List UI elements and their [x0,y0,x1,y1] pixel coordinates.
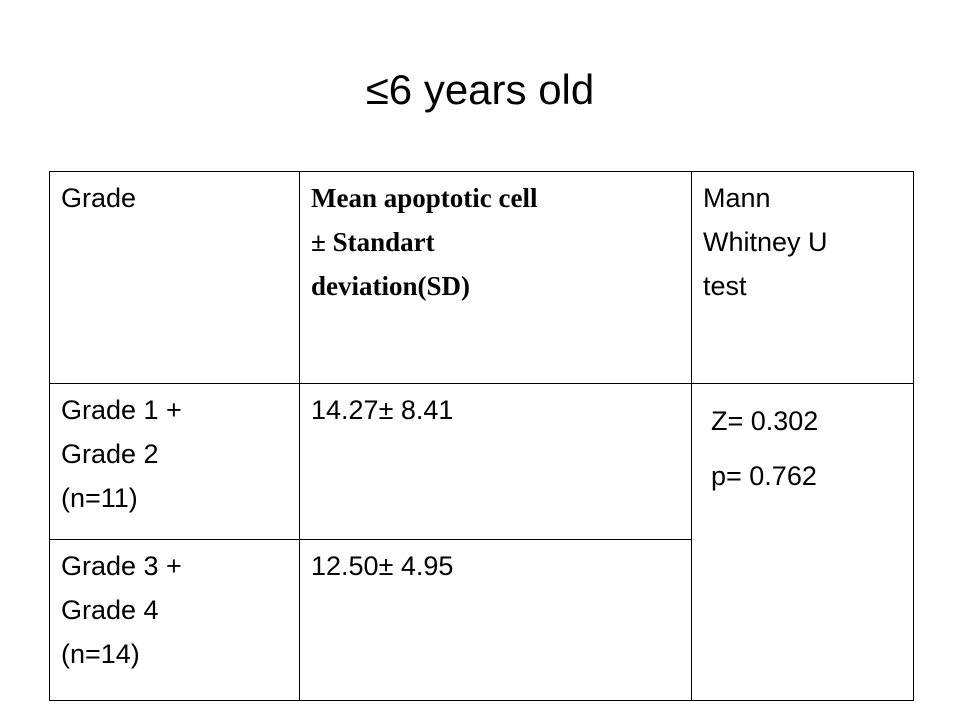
group-1-line-1: Grade 1 + [61,395,182,425]
group-2-line-3: (n=14) [61,639,140,669]
group-cell-1: Grade 1 + Grade 2 (n=11) [49,383,300,540]
header-mean-line-3: deviation(SD) [311,271,471,301]
header-test: Mann Whitney U test [691,171,914,384]
group-1-line-3: (n=11) [61,483,138,513]
group-1-line-2: Grade 2 [61,439,159,469]
table-row: Grade 3 + Grade 4 (n=14) 12.50± 4.95 [49,539,914,701]
header-row: Grade Mean apoptotic cell ± Standart dev… [49,171,914,384]
group-cell-2: Grade 3 + Grade 4 (n=14) [49,539,300,701]
slide-title: ≤6 years old [365,66,595,113]
results-table: Grade Mean apoptotic cell ± Standart dev… [49,171,914,701]
group-2-line-1: Grade 3 + [61,551,182,581]
mean-sd-value-1: 14.27± 8.41 [311,395,454,425]
statistics-cell: Z= 0.302 p= 0.762 [691,383,914,701]
header-grade: Grade [49,171,300,384]
header-test-line-1: Mann [703,183,771,213]
table-row: Grade 1 + Grade 2 (n=11) 14.27± 8.41 Z= … [49,383,914,701]
header-mean-line-1: Mean apoptotic cell [311,183,538,213]
header-test-line-3: test [703,271,747,301]
header-mean-sd: Mean apoptotic cell ± Standart deviation… [299,171,692,384]
header-test-line-2: Whitney U [703,227,828,257]
p-value: p= 0.762 [711,461,817,491]
header-grade-label: Grade [61,183,137,213]
header-mean-line-2: ± Standart [311,227,435,257]
results-table-container: Grade Mean apoptotic cell ± Standart dev… [49,171,914,701]
group-2-line-2: Grade 4 [61,595,159,625]
mean-sd-cell-2: 12.50± 4.95 [299,539,692,701]
mean-sd-cell-1: 14.27± 8.41 [299,383,692,540]
mean-sd-value-2: 12.50± 4.95 [311,551,454,581]
z-statistic: Z= 0.302 [711,406,819,436]
